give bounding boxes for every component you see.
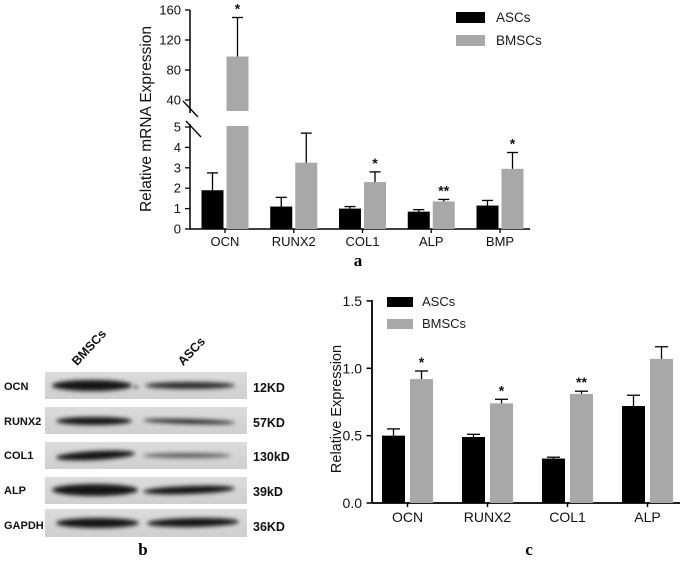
blot-protein-label-ocn: OCN xyxy=(4,381,29,393)
blot-weight-label-12kd: 12KD xyxy=(253,381,285,395)
significance-star-OCN: * xyxy=(419,354,425,370)
x-category-label: OCN xyxy=(392,509,423,525)
significance-star-RUNX2: * xyxy=(499,382,505,398)
x-category-label: COL1 xyxy=(549,509,586,525)
panel-c-legend: ASCs BMSCs xyxy=(387,294,466,338)
blot-band-ascs-alp xyxy=(142,484,236,496)
x-category-label: OCN xyxy=(211,234,240,249)
blot-protein-label-col1: COL1 xyxy=(4,450,34,462)
legend-row-bmscs: BMSCs xyxy=(456,33,542,48)
y-tick-label: 80 xyxy=(167,63,181,78)
blot-strip-gapdh xyxy=(45,509,247,537)
bar-ASCs-COL1 xyxy=(542,458,565,503)
blot-band-bmscs-ocn xyxy=(52,380,132,391)
x-category-label: ALP xyxy=(419,234,444,249)
blot-weight-label-57kd: 57KD xyxy=(253,416,285,430)
blot-strip-col1 xyxy=(45,442,247,469)
bar-BMSCs-OCN xyxy=(410,379,433,503)
legend-row-ascs: ASCs xyxy=(456,10,542,25)
blot-weight-label-39kd: 39kD xyxy=(253,485,283,499)
bmscs-legend-label: BMSCs xyxy=(496,33,542,48)
panel-a-legend: ASCs BMSCs xyxy=(456,10,542,56)
blot-band-bmscs-alp xyxy=(52,484,138,496)
bmscs-legend-label: BMSCs xyxy=(422,316,467,331)
y-tick-label: 3 xyxy=(174,160,181,175)
bar-BMSCs-BMP xyxy=(501,168,524,229)
blot-strip-alp xyxy=(45,477,247,504)
blot-strip-runx2 xyxy=(45,407,247,434)
bar-BMSCs-OCN-upper xyxy=(226,56,249,111)
significance-star-COL1: * xyxy=(372,155,378,171)
significance-star-OCN: * xyxy=(235,1,241,17)
y-tick-label: 5 xyxy=(174,120,181,135)
blot-band-bmscs-runx2 xyxy=(56,417,132,425)
legend-row-bmscs: BMSCs xyxy=(387,316,466,331)
y-tick-label: 0 xyxy=(174,222,181,237)
blot-band-ascs-gapdh xyxy=(146,517,240,528)
significance-star-BMP: * xyxy=(510,136,516,152)
panel-a-y-axis-label: Relative mRNA Expression xyxy=(138,25,155,213)
bar-ASCs-OCN xyxy=(382,435,405,503)
bmscs-swatch xyxy=(387,318,413,329)
ascs-legend-label: ASCs xyxy=(422,294,456,309)
panel-c-y-axis-label: Relative Expression xyxy=(329,344,345,474)
blot-weight-label-36kd: 36KD xyxy=(253,520,285,534)
ascs-legend-label: ASCs xyxy=(496,10,531,25)
bar-ASCs-RUNX2 xyxy=(462,436,485,503)
bar-ASCs-OCN xyxy=(201,190,224,229)
blot-protein-label-alp: ALP xyxy=(4,485,26,497)
significance-star-ALP: ** xyxy=(438,182,449,198)
blot-band-bmscs-col1 xyxy=(55,448,136,463)
y-tick-label: 4 xyxy=(174,140,181,155)
blot-band-bmscs-gapdh xyxy=(56,518,139,528)
x-category-label: RUNX2 xyxy=(272,234,316,249)
bar-ASCs-ALP xyxy=(407,211,430,229)
panel-b-letter: b xyxy=(138,540,148,559)
blot-protein-label-gapdh: GAPDH xyxy=(4,520,44,532)
significance-star-COL1: ** xyxy=(576,374,587,390)
y-tick-label: 160 xyxy=(159,3,181,18)
panel-a-letter: a xyxy=(353,251,363,270)
bar-ASCs-COL1 xyxy=(339,208,361,229)
bar-BMSCs-OCN-lower xyxy=(226,126,249,229)
y-tick-label: 1.0 xyxy=(343,360,363,376)
axis-break-mark xyxy=(182,100,199,118)
bar-ASCs-ALP xyxy=(622,406,645,503)
blot-lane-label-bmscs: BMSCs xyxy=(69,326,110,369)
blot-band-ascs-runx2 xyxy=(142,417,236,426)
bar-BMSCs-COL1 xyxy=(570,393,593,503)
ascs-swatch xyxy=(387,296,413,307)
y-tick-label: 2 xyxy=(174,181,181,196)
bar-ASCs-BMP xyxy=(476,205,499,229)
y-tick-label: 0.0 xyxy=(343,495,363,511)
blot-lane-label-ascs: ASCs xyxy=(175,334,209,369)
y-tick-label: 0.5 xyxy=(343,428,363,444)
bar-BMSCs-ALP xyxy=(650,358,673,503)
bar-ASCs-RUNX2 xyxy=(270,206,293,229)
y-tick-label: 40 xyxy=(167,93,181,108)
bar-BMSCs-COL1 xyxy=(364,182,386,229)
legend-row-ascs: ASCs xyxy=(387,294,466,309)
y-tick-label: 1 xyxy=(174,201,181,216)
blot-protein-label-runx2: RUNX2 xyxy=(4,416,42,428)
blot-band-ascs-col1 xyxy=(143,453,231,458)
blot-band-ascs-ocn xyxy=(145,382,235,389)
blot-band-speck-ocn xyxy=(133,385,139,389)
y-tick-label: 120 xyxy=(159,33,181,48)
x-category-label: ALP xyxy=(634,509,660,525)
bar-BMSCs-RUNX2 xyxy=(490,403,513,503)
x-category-label: COL1 xyxy=(346,234,380,249)
y-tick-label: 1.5 xyxy=(343,293,363,309)
bar-BMSCs-ALP xyxy=(432,201,455,229)
x-category-label: BMP xyxy=(486,234,514,249)
x-category-label: RUNX2 xyxy=(464,509,512,525)
bar-BMSCs-RUNX2 xyxy=(295,162,318,229)
blot-strip-ocn xyxy=(45,372,247,399)
axis-break-mark xyxy=(185,120,202,138)
bmscs-swatch xyxy=(456,35,485,46)
ascs-swatch xyxy=(456,12,485,23)
blot-weight-label-130kd: 130kD xyxy=(253,450,290,464)
panel-c-letter: c xyxy=(525,540,533,559)
